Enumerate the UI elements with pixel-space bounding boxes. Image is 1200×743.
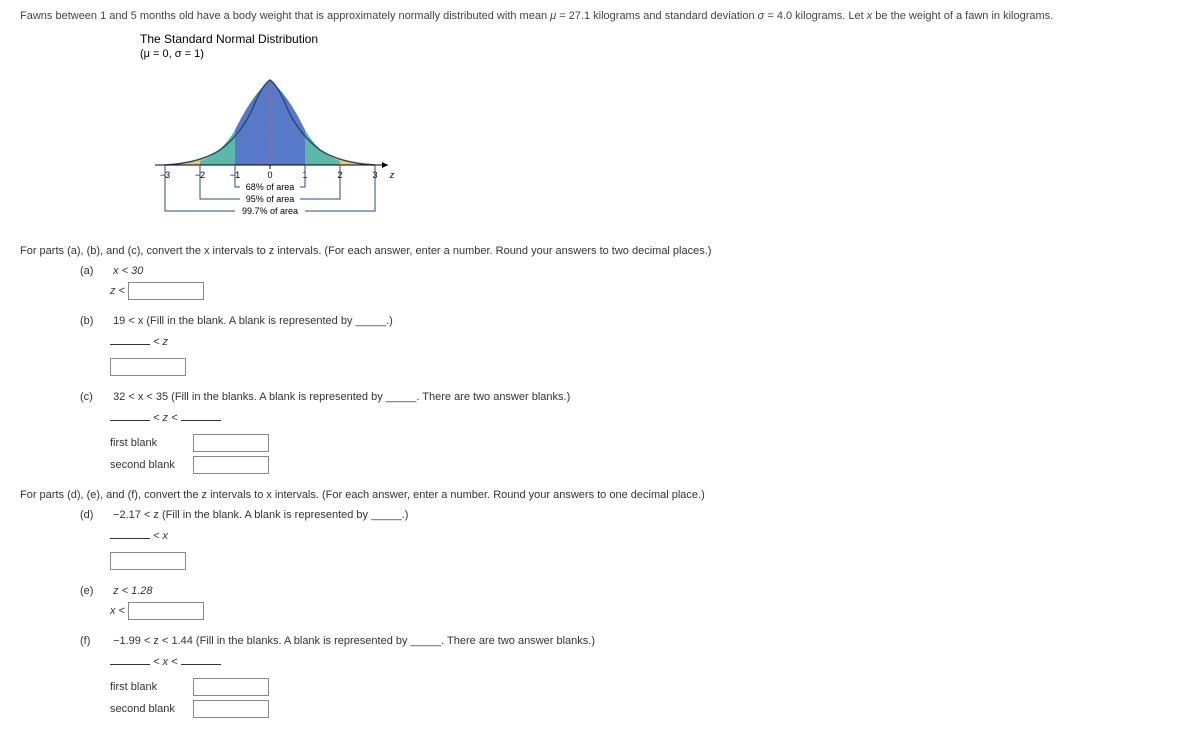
part-b-input[interactable] — [110, 358, 186, 376]
problem-statement: Fawns between 1 and 5 months old have a … — [20, 10, 1180, 22]
part-f-input-2[interactable] — [193, 700, 269, 718]
second-blank-label: second blank — [110, 459, 190, 471]
blank-line — [181, 408, 221, 421]
part-f-input-1[interactable] — [193, 678, 269, 696]
part-a-response-label: z < — [110, 285, 125, 297]
part-c-input-2[interactable] — [193, 456, 269, 474]
part-c-response-label: < z < — [153, 412, 181, 424]
part-d-condition: −2.17 < z (Fill in the blank. A blank is… — [113, 509, 408, 521]
band-95: 95% of area — [246, 194, 295, 204]
chart-subtitle: (μ = 0, σ = 1) — [140, 48, 1180, 60]
part-a-input[interactable] — [128, 282, 204, 300]
text: be the weight of a fawn in kilograms. — [872, 10, 1053, 22]
part-e-condition: z < 1.28 — [113, 585, 152, 597]
text: = 27.1 kilograms and standard deviation — [556, 10, 758, 22]
part-b: (b) 19 < x (Fill in the blank. A blank i… — [80, 315, 1180, 376]
intro-abc: For parts (a), (b), and (c), convert the… — [20, 245, 1180, 257]
band-68: 68% of area — [246, 182, 295, 192]
blank-line — [181, 652, 221, 665]
part-e-response-label: x < — [110, 605, 125, 617]
part-d-response-label: < x — [153, 530, 168, 542]
first-blank-label: first blank — [110, 681, 190, 693]
part-e-input[interactable] — [128, 602, 204, 620]
part-label: (c) — [80, 391, 110, 403]
blank-line — [110, 652, 150, 665]
part-d: (d) −2.17 < z (Fill in the blank. A blan… — [80, 509, 1180, 570]
chart-svg: −3 −2 −1 0 1 2 3 z 68% of area — [140, 65, 420, 225]
blank-line — [110, 332, 150, 345]
part-c: (c) 32 < x < 35 (Fill in the blanks. A b… — [80, 391, 1180, 474]
part-f: (f) −1.99 < z < 1.44 (Fill in the blanks… — [80, 635, 1180, 718]
part-label: (b) — [80, 315, 110, 327]
part-b-response-label: < z — [153, 336, 168, 348]
part-a-condition: x < 30 — [113, 265, 143, 277]
part-label: (e) — [80, 585, 110, 597]
intro-def: For parts (d), (e), and (f), convert the… — [20, 489, 1180, 501]
text: Fawns between 1 and 5 months old have a … — [20, 10, 550, 22]
blank-line — [110, 408, 150, 421]
part-label: (d) — [80, 509, 110, 521]
part-label: (f) — [80, 635, 110, 647]
first-blank-label: first blank — [110, 437, 190, 449]
z-label: z — [389, 170, 395, 180]
part-f-response-label: < x < — [153, 656, 181, 668]
part-label: (a) — [80, 265, 110, 277]
normal-distribution-chart: The Standard Normal Distribution (μ = 0,… — [140, 32, 1180, 225]
part-b-condition: 19 < x (Fill in the blank. A blank is re… — [113, 315, 393, 327]
band-997: 99.7% of area — [242, 206, 298, 216]
second-blank-label: second blank — [110, 703, 190, 715]
part-d-input[interactable] — [110, 552, 186, 570]
part-e: (e) z < 1.28 x < — [80, 585, 1180, 620]
part-a: (a) x < 30 z < — [80, 265, 1180, 300]
part-c-input-1[interactable] — [193, 434, 269, 452]
blank-line — [110, 526, 150, 539]
chart-title: The Standard Normal Distribution — [140, 32, 1180, 46]
part-c-condition: 32 < x < 35 (Fill in the blanks. A blank… — [113, 391, 570, 403]
part-f-condition: −1.99 < z < 1.44 (Fill in the blanks. A … — [113, 635, 595, 647]
tick: 0 — [267, 170, 272, 180]
text: = 4.0 kilograms. Let — [764, 10, 866, 22]
